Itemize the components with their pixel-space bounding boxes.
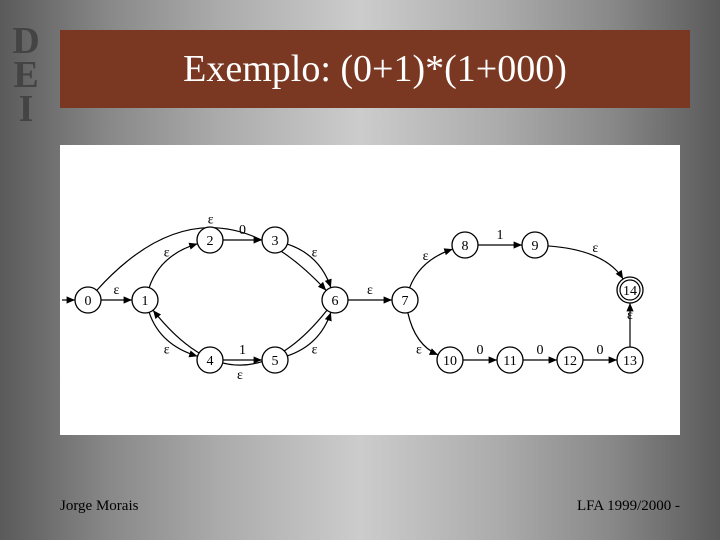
svg-text:ε: ε [423, 249, 429, 264]
svg-text:ε: ε [367, 283, 373, 298]
svg-text:11: 11 [503, 354, 516, 369]
svg-text:1: 1 [142, 294, 149, 309]
page-title: Exemplo: (0+1)*(1+000) [183, 47, 567, 91]
svg-text:14: 14 [623, 284, 637, 299]
svg-text:0: 0 [597, 343, 604, 358]
svg-text:ε: ε [416, 342, 422, 357]
svg-text:0: 0 [85, 294, 92, 309]
svg-text:ε: ε [164, 245, 170, 260]
svg-text:7: 7 [402, 294, 409, 309]
svg-text:0: 0 [537, 343, 544, 358]
svg-text:1: 1 [497, 228, 504, 243]
svg-text:10: 10 [443, 354, 457, 369]
svg-text:ε: ε [237, 368, 243, 383]
svg-text:5: 5 [272, 354, 279, 369]
title-bar: Exemplo: (0+1)*(1+000) [60, 30, 690, 108]
svg-text:ε: ε [627, 308, 633, 323]
svg-text:13: 13 [623, 354, 637, 369]
svg-text:ε: ε [312, 343, 318, 358]
svg-text:ε: ε [592, 241, 598, 256]
svg-text:ε: ε [164, 343, 170, 358]
dei-label: DEI [4, 20, 48, 122]
nfa-svg: εεε01εεεεεεε1000εε01234567891011121314 [60, 145, 680, 435]
svg-text:ε: ε [312, 245, 318, 260]
svg-text:8: 8 [462, 239, 469, 254]
svg-text:1: 1 [239, 343, 246, 358]
nfa-diagram: εεε01εεεεεεε1000εε01234567891011121314 [60, 145, 680, 435]
svg-text:12: 12 [563, 354, 577, 369]
footer-author: Jorge Morais [60, 498, 138, 515]
svg-text:9: 9 [532, 239, 539, 254]
svg-text:ε: ε [114, 283, 120, 298]
svg-text:4: 4 [207, 354, 214, 369]
svg-text:2: 2 [207, 234, 214, 249]
svg-text:6: 6 [332, 294, 339, 309]
svg-text:0: 0 [477, 343, 484, 358]
svg-text:ε: ε [208, 213, 214, 228]
svg-text:0: 0 [239, 223, 246, 238]
svg-text:3: 3 [272, 234, 279, 249]
footer-course: LFA 1999/2000 - [577, 498, 680, 515]
